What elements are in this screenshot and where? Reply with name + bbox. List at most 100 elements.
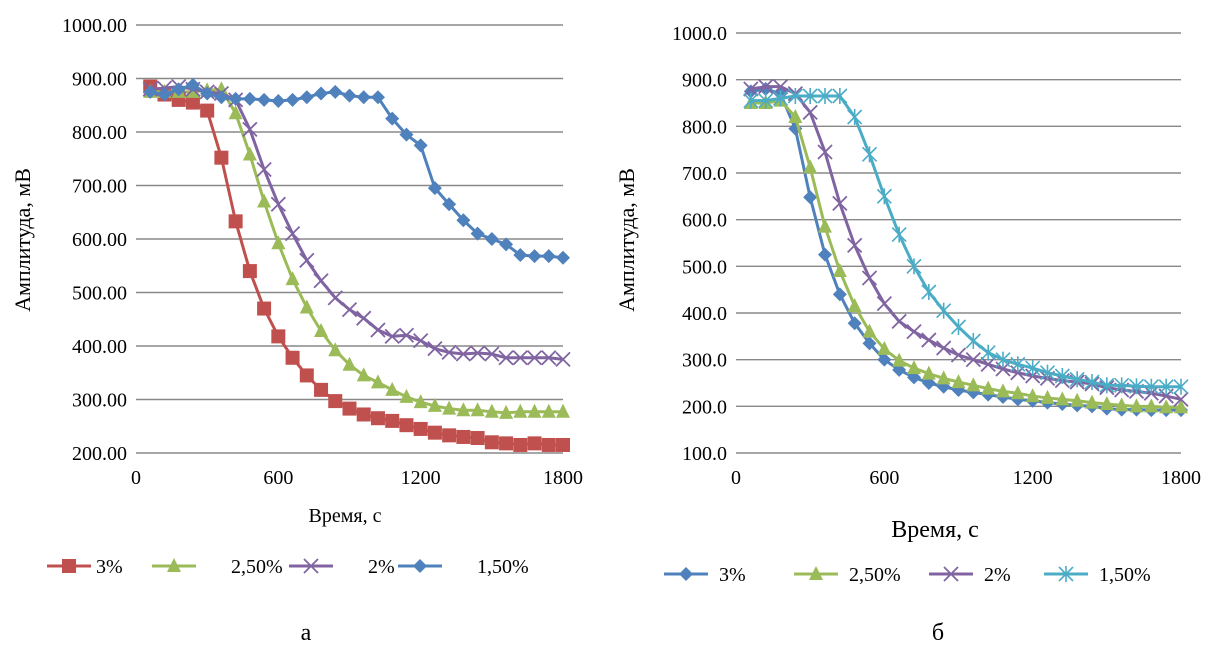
data-point [456,429,471,444]
data-point [185,77,200,92]
data-point [1010,385,1025,400]
data-point [370,90,385,105]
data-point [817,144,833,160]
data-point [788,109,803,123]
data-point [743,81,759,97]
series-1 [143,79,570,452]
data-point [242,121,258,137]
data-point [385,111,400,126]
data-point [200,103,215,118]
data-point [950,347,967,363]
y-tick-label: 400.00 [72,336,127,358]
data-point [1143,378,1159,395]
data-point [1039,364,1056,381]
data-point [1084,374,1100,391]
data-point [1173,391,1189,407]
y-tick-label: 1000.0 [672,23,727,45]
data-point [257,301,272,316]
data-point [398,327,415,343]
data-point [455,346,472,362]
data-point [143,84,158,99]
x-tick-label: 600 [263,467,293,489]
x-tick-label: 1200 [401,467,441,489]
legend-marker [303,558,319,574]
data-point [498,350,514,366]
data-point [832,195,848,211]
x-tick-label: 1800 [543,467,583,489]
data-point [996,383,1010,398]
y-tick-label: 300.00 [72,390,127,412]
data-point [427,341,443,357]
data-point [936,370,951,385]
data-point [906,258,922,275]
data-point [995,351,1011,368]
data-point [876,188,892,205]
data-point [862,336,877,351]
y-tick-label: 1000.00 [62,15,127,37]
data-point [936,340,952,356]
data-point [285,92,300,107]
legend-label: 3% [719,564,746,586]
data-point [758,79,774,95]
data-point [442,428,457,443]
data-point [966,377,981,392]
data-point [832,287,847,302]
data-point [242,146,257,161]
data-point [470,402,485,417]
data-point [385,381,400,396]
data-point [541,249,556,264]
data-point [413,333,429,349]
data-point [242,264,257,279]
data-point [907,360,921,375]
y-tick-label: 800.00 [72,122,127,144]
legend-marker [167,558,181,572]
x-tick-label: 0 [131,467,141,489]
data-point [470,431,485,446]
data-point [556,250,570,265]
data-point [527,249,542,264]
data-point [541,403,556,418]
data-point [313,273,329,289]
y-tick-label: 600.0 [682,210,727,232]
y-tick-label: 900.0 [682,70,727,92]
data-point [484,346,500,362]
y-tick-label: 200.00 [72,443,127,465]
x-axis-title: Время, с [891,517,979,543]
data-point [758,92,774,109]
legend-label: 3% [96,556,123,578]
data-point [921,284,937,300]
data-point [1174,399,1188,414]
data-point [314,86,329,101]
legend-label: 2% [984,564,1011,586]
data-point [921,365,936,380]
data-point [200,86,215,101]
data-point [413,138,428,153]
data-point [484,403,499,418]
data-point [327,290,343,306]
data-point [299,90,314,105]
data-point [314,323,329,338]
data-point [484,435,499,450]
data-point [171,82,186,97]
data-point [1129,398,1144,413]
data-point [342,401,357,416]
data-point [513,437,528,452]
data-point [285,350,300,365]
data-point [526,350,543,366]
data-point [818,218,832,233]
series-4 [143,77,570,265]
legend-marker [809,566,823,580]
data-point [1099,396,1114,410]
data-point [877,340,892,355]
data-point [399,127,414,142]
data-point [1040,389,1055,404]
y-tick-label: 900.00 [72,69,127,91]
data-point [427,397,442,412]
data-point [527,436,542,451]
series-line [750,87,1181,412]
data-point [1144,398,1159,413]
data-point [803,190,818,205]
data-point [527,403,542,418]
data-point [285,271,300,286]
data-point [921,332,937,348]
